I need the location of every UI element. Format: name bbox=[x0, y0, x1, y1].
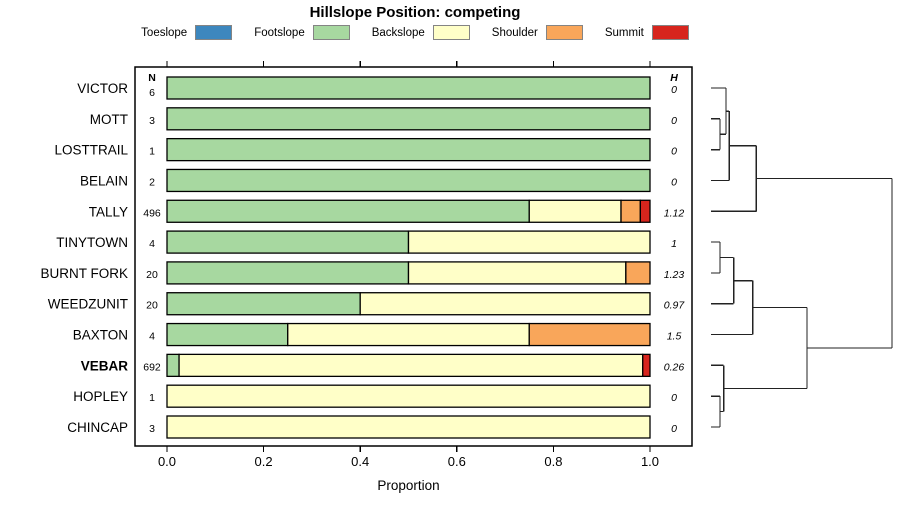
bar-segment-footslope bbox=[166, 230, 410, 254]
bar-segment-shoulder bbox=[620, 199, 641, 223]
n-value: 3 bbox=[149, 423, 155, 435]
h-value: 1 bbox=[671, 238, 677, 250]
bar-segment-footslope bbox=[166, 292, 361, 316]
bar-segment-backslope bbox=[166, 415, 651, 439]
category-label: HOPLEY bbox=[73, 389, 128, 404]
h-column-header: H bbox=[670, 72, 678, 84]
legend-label: Summit bbox=[604, 26, 644, 39]
legend-item-summit: Summit bbox=[605, 25, 689, 40]
h-value: 0 bbox=[671, 115, 677, 127]
category-label: BAXTON bbox=[73, 328, 128, 343]
bar-segment-footslope bbox=[166, 76, 651, 100]
bar-segment-backslope bbox=[166, 384, 651, 408]
x-tick-label: 0.6 bbox=[448, 454, 466, 469]
bar-segment-footslope bbox=[166, 261, 410, 285]
n-value: 4 bbox=[149, 331, 155, 343]
legend-swatch-footslope bbox=[312, 25, 350, 40]
h-value: 0.97 bbox=[664, 300, 686, 312]
n-value: 6 bbox=[149, 87, 155, 99]
n-value: 1 bbox=[149, 392, 155, 404]
category-label: TINYTOWN bbox=[56, 235, 128, 250]
bar-segment-backslope bbox=[178, 353, 644, 378]
category-label: CHINCAP bbox=[67, 420, 128, 435]
bar-segment-footslope bbox=[166, 168, 651, 193]
bar-segment-footslope bbox=[166, 353, 180, 378]
category-label: WEEDZUNIT bbox=[48, 297, 128, 312]
bar-segment-footslope bbox=[166, 199, 530, 223]
bar-segment-summit bbox=[642, 353, 651, 378]
x-tick-label: 1.0 bbox=[641, 454, 659, 469]
legend-label: Footslope bbox=[254, 26, 305, 39]
n-value: 3 bbox=[149, 115, 155, 127]
x-tick-label: 0.0 bbox=[158, 454, 176, 469]
bar-segment-shoulder bbox=[528, 322, 651, 347]
n-value: 4 bbox=[149, 238, 155, 250]
h-value: 0 bbox=[671, 423, 677, 435]
n-value: 2 bbox=[149, 176, 155, 188]
category-label: BURNT FORK bbox=[40, 266, 128, 281]
legend-swatch-toeslope bbox=[195, 25, 233, 40]
legend-label: Toeslope bbox=[141, 26, 188, 39]
bar-segment-summit bbox=[639, 199, 651, 223]
bar-segment-backslope bbox=[407, 230, 651, 254]
n-column-header: N bbox=[148, 72, 156, 84]
plot-box bbox=[134, 66, 693, 447]
bar-segment-footslope bbox=[166, 107, 651, 131]
legend-item-shoulder: Shoulder bbox=[492, 25, 583, 40]
h-value: 0 bbox=[671, 84, 677, 96]
category-label: VEBAR bbox=[81, 358, 129, 373]
legend-swatch-shoulder bbox=[545, 25, 583, 40]
category-label: BELAIN bbox=[80, 173, 128, 188]
chart-title: Hillslope Position: competing bbox=[309, 4, 521, 21]
n-value: 496 bbox=[143, 207, 161, 219]
bar-segment-shoulder bbox=[625, 261, 651, 285]
n-value: 20 bbox=[146, 269, 158, 281]
legend-label: Backslope bbox=[371, 26, 425, 39]
bar-segment-backslope bbox=[359, 292, 651, 316]
n-value: 692 bbox=[143, 361, 161, 373]
legend-item-toeslope: Toeslope bbox=[141, 25, 233, 40]
bar-segment-backslope bbox=[528, 199, 622, 223]
n-value: 1 bbox=[149, 146, 155, 158]
legend-item-backslope: Backslope bbox=[372, 25, 470, 40]
bar-segment-footslope bbox=[166, 137, 651, 162]
bar-segment-backslope bbox=[407, 261, 627, 285]
legend-label: Shoulder bbox=[491, 26, 538, 39]
h-value: 1.12 bbox=[664, 207, 685, 219]
legend-item-footslope: Footslope bbox=[254, 25, 350, 40]
legend-swatch-backslope bbox=[432, 25, 470, 40]
category-label: MOTT bbox=[90, 112, 128, 127]
category-label: VICTOR bbox=[77, 81, 128, 96]
n-value: 20 bbox=[146, 300, 158, 312]
x-axis-label: Proportion bbox=[377, 478, 439, 493]
x-tick-label: 0.4 bbox=[351, 454, 369, 469]
h-value: 0 bbox=[671, 176, 677, 188]
h-value: 0 bbox=[671, 146, 677, 158]
h-value: 0 bbox=[671, 392, 677, 404]
h-value: 1.23 bbox=[664, 269, 685, 281]
h-value: 0.26 bbox=[664, 361, 685, 373]
category-label: TALLY bbox=[89, 204, 128, 219]
bar-segment-footslope bbox=[166, 322, 289, 347]
legend-swatch-summit bbox=[651, 25, 689, 40]
bar-segment-backslope bbox=[287, 322, 530, 347]
category-label: LOSTTRAIL bbox=[54, 143, 128, 158]
x-tick-label: 0.8 bbox=[544, 454, 562, 469]
legend: Toeslope Footslope Backslope Shoulder Summit bbox=[0, 25, 830, 40]
x-tick-label: 0.2 bbox=[255, 454, 273, 469]
h-value: 1.5 bbox=[667, 331, 682, 343]
